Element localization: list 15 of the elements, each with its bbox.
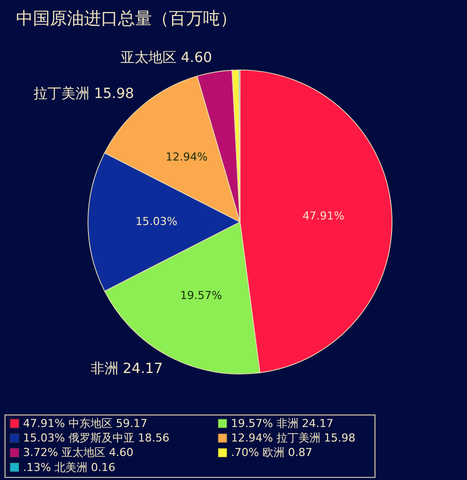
legend-label: .70% 欧洲 0.87 [231,446,312,460]
data-label: 12.94% [166,150,208,164]
data-label: 19.57% [180,289,222,302]
legend-label: 19.57% 非洲 24.17 [231,417,334,430]
text: 拉丁美洲 15.98 [33,86,134,102]
legend-label: .13% 北美洲 0.16 [23,460,116,474]
chart-title: 中国原油进口总量（百万吨） [16,9,237,29]
legend-label: 47.91% 中东地区 59.17 [23,417,148,430]
legend-label: 12.94% 拉丁美洲 15.98 [231,432,356,445]
legend-label: 15.03% 俄罗斯及中亚 18.56 [23,432,170,445]
text: 非洲 24.17 [90,360,163,377]
data-label: 47.91% [302,210,344,223]
data-label: 15.03% [135,215,178,228]
legend-label: 3.72% 亚太地区 4.60 [23,446,134,460]
text: 亚太地区 4.60 [120,50,212,66]
